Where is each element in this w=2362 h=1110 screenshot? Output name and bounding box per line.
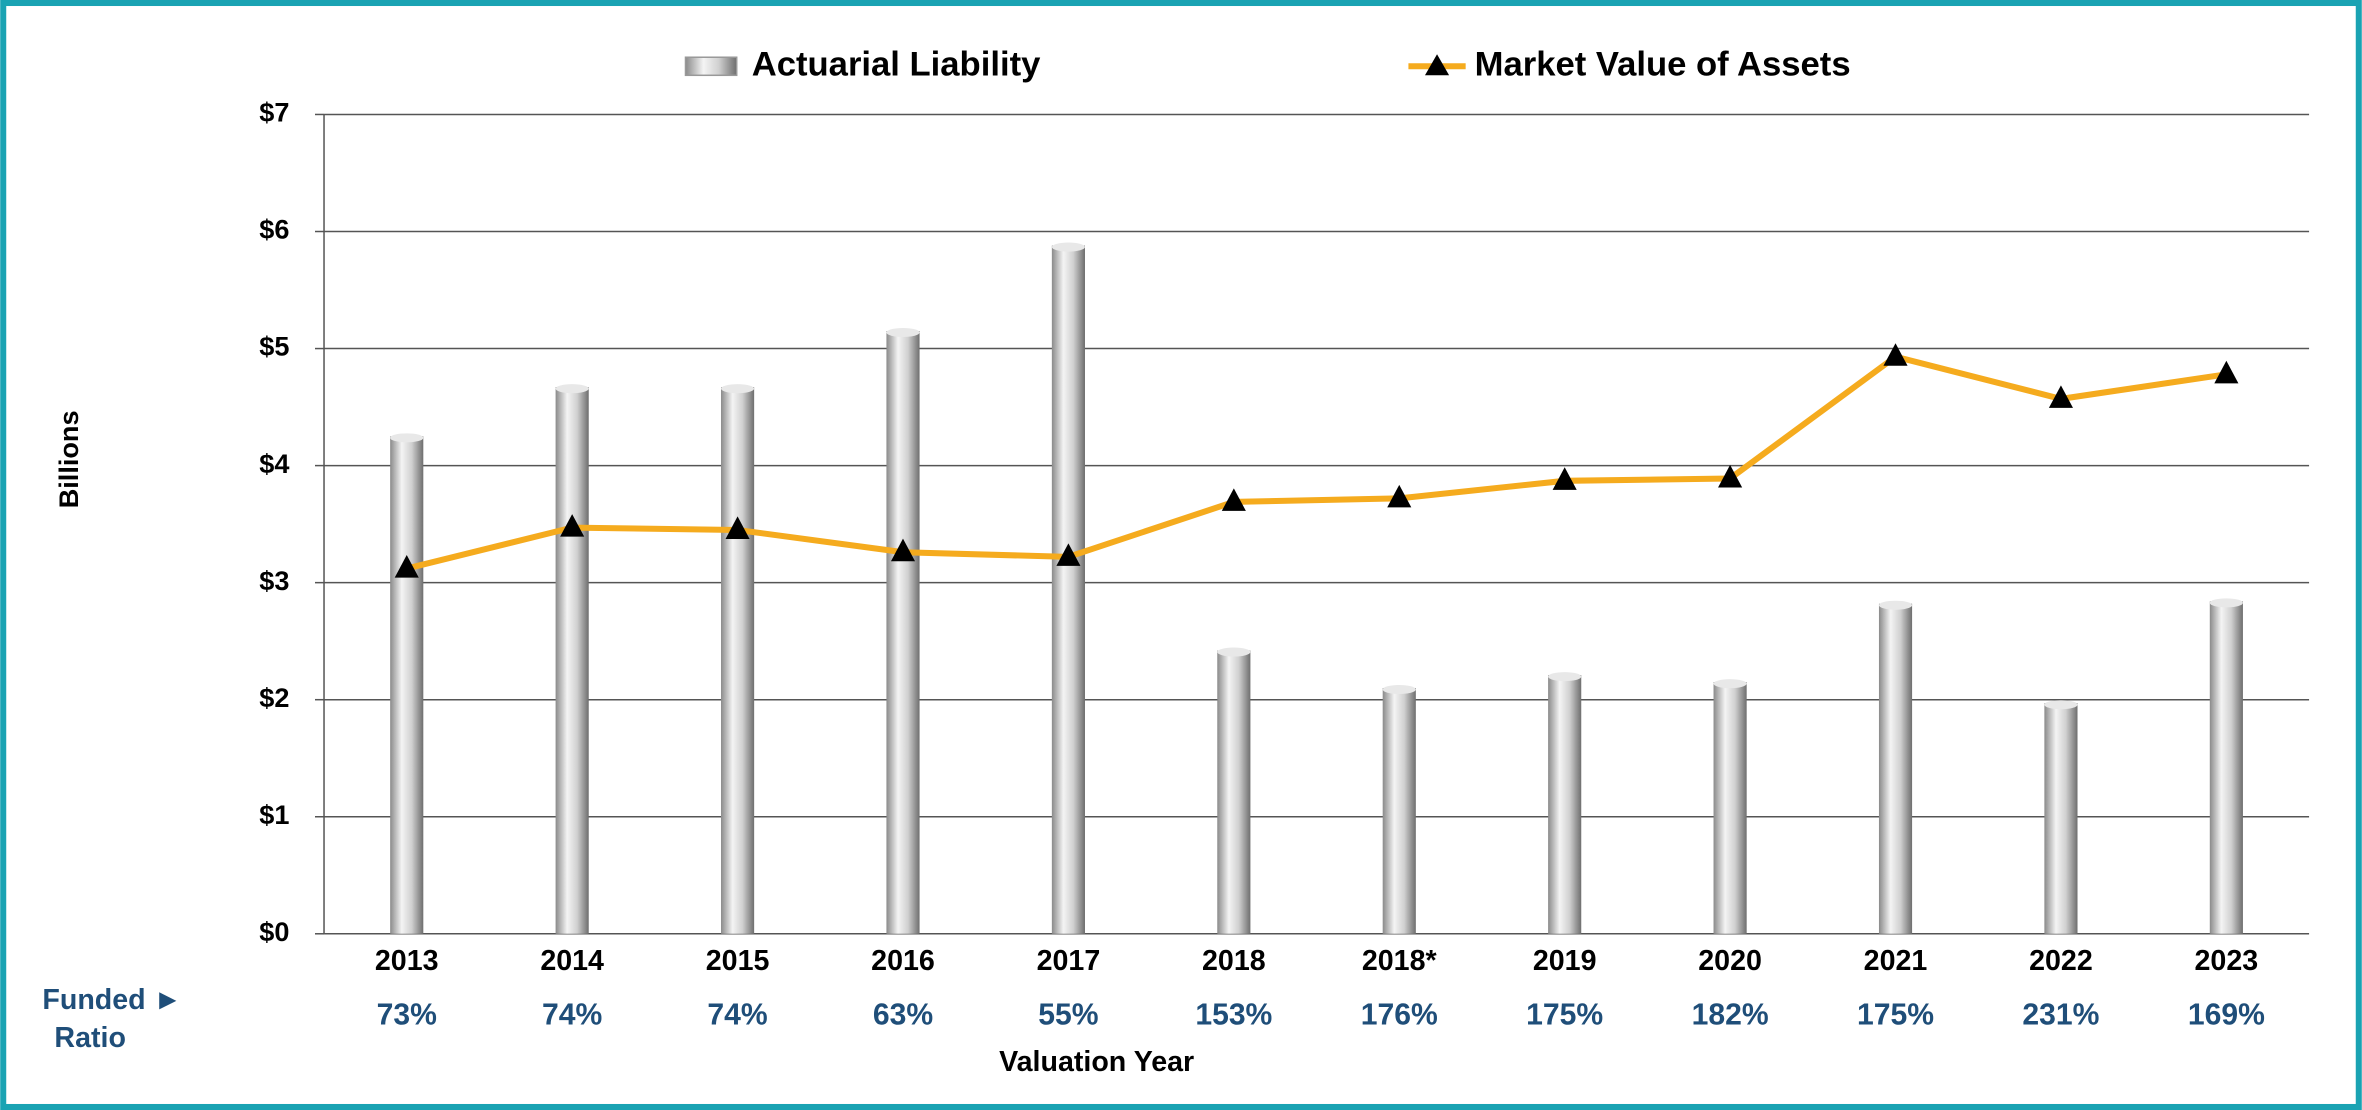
y-tick-label: $7	[259, 97, 289, 128]
bar	[1051, 245, 1085, 934]
funded-ratio: 175%	[1857, 999, 1934, 1032]
bar-top	[1548, 672, 1582, 682]
x-axis-title: Valuation Year	[999, 1046, 1194, 1078]
x-tick-label: 2023	[2195, 945, 2259, 977]
bar	[1548, 675, 1582, 934]
marker	[1387, 484, 1412, 508]
bar	[2044, 703, 2078, 934]
funded-ratio: 175%	[1526, 999, 1603, 1032]
bar-top	[1382, 684, 1416, 695]
marker	[1718, 464, 1743, 488]
x-tick-label: 2022	[2029, 945, 2093, 977]
x-tick-label: 2017	[1037, 945, 1101, 977]
x-tick-label: 2021	[1864, 945, 1928, 977]
funded-ratio: 55%	[1038, 999, 1098, 1032]
funded-ratio: 74%	[542, 999, 602, 1032]
y-tick-label: $6	[259, 214, 289, 245]
x-tick-label: 2016	[871, 945, 935, 977]
x-tick-label: 2013	[375, 945, 439, 977]
funded-ratio: 231%	[2022, 999, 2099, 1032]
legend-label: Market Value of Assets	[1475, 45, 1851, 83]
y-tick-label: $3	[259, 565, 289, 596]
bar	[1217, 650, 1251, 934]
bar-top	[1713, 679, 1747, 689]
line	[406, 353, 2227, 572]
bar	[390, 436, 424, 934]
bar	[1878, 603, 1913, 934]
bar	[555, 387, 589, 934]
legend-marker	[1424, 54, 1450, 76]
marker	[725, 516, 750, 540]
x-tick-label: 2020	[1698, 945, 1762, 977]
marker	[1883, 343, 1908, 366]
y-tick-label: $0	[259, 916, 289, 947]
bar	[1713, 682, 1747, 934]
marker	[2048, 385, 2073, 408]
y-axis-title: Billions	[53, 410, 84, 508]
funded-ratio: 169%	[2188, 999, 2265, 1032]
y-tick-label: $5	[259, 331, 289, 362]
x-tick-label: 2018	[1202, 945, 1266, 977]
bar-top	[1217, 647, 1251, 657]
y-tick-label: $1	[259, 799, 289, 830]
bar	[2209, 601, 2243, 934]
x-tick-label: 2014	[540, 945, 604, 977]
bar-top	[886, 327, 920, 338]
bar-top	[390, 433, 424, 443]
funded-ratio-label: Ratio	[54, 1022, 126, 1054]
x-tick-label: 2015	[706, 945, 770, 977]
y-tick-label: $4	[259, 448, 289, 479]
bar-top	[1878, 600, 1913, 610]
legend-label: Actuarial Liability	[752, 45, 1041, 83]
marker	[890, 538, 916, 562]
funded-ratio: 176%	[1361, 999, 1438, 1032]
funded-ratio: 73%	[377, 999, 437, 1032]
funded-ratio: 153%	[1195, 999, 1272, 1032]
y-tick-label: $2	[259, 682, 289, 713]
funded-ratio-label: Funded ►	[42, 984, 182, 1016]
bar-top	[2209, 598, 2243, 608]
funded-ratio: 74%	[707, 999, 767, 1032]
bar-top	[555, 384, 589, 394]
bar	[886, 330, 920, 934]
marker	[1552, 467, 1577, 490]
bar	[721, 387, 755, 934]
x-tick-label: 2019	[1533, 945, 1597, 977]
marker	[2214, 360, 2239, 384]
marker	[1221, 488, 1246, 511]
funded-ratio: 182%	[1692, 999, 1769, 1032]
bar	[1382, 687, 1416, 934]
bar-top	[1051, 242, 1085, 252]
bar-top	[721, 384, 755, 394]
bar-top	[2044, 700, 2078, 710]
marker	[560, 514, 585, 537]
marker	[394, 555, 419, 578]
legend-swatch	[684, 56, 738, 77]
funded-ratio: 63%	[873, 999, 933, 1032]
x-tick-label: 2018*	[1362, 945, 1438, 977]
marker	[1056, 543, 1081, 566]
